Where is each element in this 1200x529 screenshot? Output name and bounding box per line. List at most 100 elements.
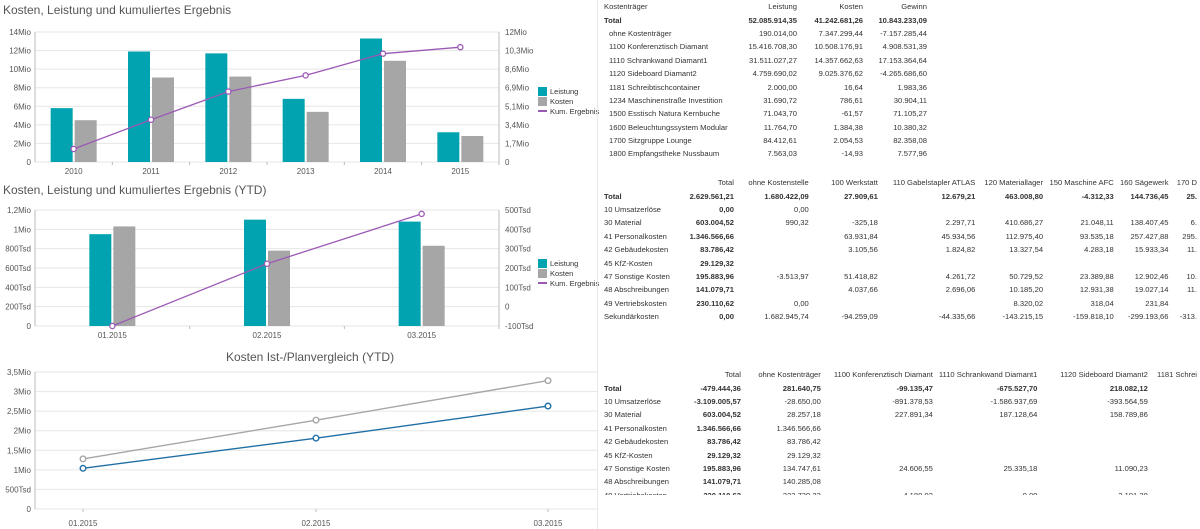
legend-ergebnis[interactable]: Kum. Ergebnis [538,278,599,288]
y-tick-label: 400Tsd [5,283,31,292]
table-cell [824,448,936,461]
legend-kosten[interactable]: Kosten [538,268,599,278]
table-cell: 1.682.945,74 [764,312,809,322]
legend-kosten[interactable]: Kosten [538,96,599,106]
table-row[interactable]: 30 Material 603.004,52 990,32 -325,18 2.297,… [601,216,1200,229]
y2-tick-label: -100Tsd [505,322,533,331]
legend-leistung[interactable]: Leistung [538,258,599,268]
table-cell: 230.110,62 [696,298,734,308]
column-header[interactable] [601,368,673,381]
row-label: 47 Sonstige Kosten [604,271,670,281]
table-cell: 603.004,52 [702,410,741,420]
column-header[interactable]: 1181 Schrei [1157,370,1197,380]
y2-tick-label: 3,4Mio [505,121,530,130]
table-row[interactable]: 1181 Schreibtischcontainer 2.000,00 16,64 1… [601,80,930,93]
y-tick-label: 14Mio [9,28,31,37]
row-label: 1600 Beleuchtungssystem Modular [609,122,728,132]
table-cell [1151,435,1200,448]
table-row[interactable]: 45 KfZ-Kosten 29.129,32 [601,256,1200,269]
y-tick-label: 8Mio [14,84,32,93]
table-row[interactable]: 45 KfZ-Kosten 29.129,32 29.129,32 [601,448,1200,461]
column-header[interactable]: 1110 Schrankwand Diamant1 [938,370,1038,380]
table-row[interactable]: 42 Gebäudekosten 83.786,42 3.105,56 1.824,8… [601,243,1200,256]
table-cell: 138.407,45 [1130,218,1169,228]
table-cell: -299.193,66 [1127,312,1169,322]
column-header[interactable]: Total [724,370,741,380]
row-label: 42 Gebäudekosten [604,437,669,447]
column-header[interactable]: 1120 Sideboard Diamant2 [1060,370,1148,380]
table-row[interactable]: 1120 Sideboard Diamant2 4.759.690,02 9.025… [601,67,930,80]
column-header[interactable] [601,176,673,189]
table-row[interactable]: 10 Umsatzerlöse -3.109.005,57 -28.650,00 -8… [601,395,1200,408]
table-row[interactable]: 10 Umsatzerlöse 0,00 0,00 [601,203,1200,216]
table-cell: 223.739,22 [744,489,824,495]
y-tick-label: 0 [27,322,32,331]
table-row[interactable]: 1700 Sitzgruppe Lounge 84.412,61 2.054,53 8… [601,134,930,147]
table-row[interactable]: 42 Gebäudekosten 83.786,42 83.786,42 [601,435,1200,448]
column-header[interactable]: 170 D [1176,178,1197,188]
table-row[interactable]: 41 Personalkosten 1.346.566,66 63.931,84 45… [601,230,1200,243]
table-cell: 11. [1187,285,1197,295]
total-row[interactable]: Total 52.085.914,35 41.242.681,26 10.843.23… [601,13,930,26]
table-cell: 112.975,40 [1005,231,1044,241]
line-kum-ergebnis [112,213,422,327]
table-row[interactable]: 49 Vertriebskosten230.110,62223.739,224.… [601,489,1200,495]
table-row[interactable]: 1600 Beleuchtungssystem Modular 11.764,70… [601,121,930,134]
table-cell [881,297,978,310]
table-row[interactable]: 48 Abschreibungen 141.079,71 140.285,08 [601,475,1200,488]
table-row[interactable]: 47 Sonstige Kosten 195.883,96 -3.513,97 51.… [601,270,1200,283]
table-row[interactable]: 1500 Esstisch Natura Kernbuche 71.043,70 -… [601,107,930,120]
column-header[interactable]: ohne Kostenträger [758,370,821,380]
column-header[interactable]: Kostenträger [604,2,648,12]
chart1: 0 2Mio 4Mio 6Mio 8Mio 10Mio 12Mio 14Mio 0 1,7Mio 3… [9,28,534,176]
table-row[interactable]: 47 Sonstige Kosten 195.883,96 134.747,61 24… [601,462,1200,475]
y-tick-label: 6Mio [14,102,32,111]
table-row[interactable]: 49 Vertriebskosten 230.110,62 0,00 8.320,02… [601,297,1200,310]
table-row[interactable]: 1100 Konferenztisch Diamant 15.416.708,30… [601,40,930,53]
y2-tick-label: 200Tsd [505,264,531,273]
table-cell: 257.427,88 [1130,231,1169,241]
table-row[interactable]: Sekundärkosten 0,00 1.682.945,74 -94.259,09… [601,310,1200,323]
legend-swatch [538,268,547,278]
column-header[interactable]: 100 Werkstatt [831,178,878,188]
table-cell: 83.786,42 [707,437,741,447]
table-row[interactable]: 41 Personalkosten 1.346.566,66 1.346.566,6… [601,422,1200,435]
table-row[interactable]: 48 Abschreibungen 141.079,71 4.037,66 2.696… [601,283,1200,296]
table-cell: 83.786,42 [700,245,734,255]
table-cell: -28.650,00 [784,396,821,406]
y2-tick-label: 300Tsd [505,245,531,254]
table-row[interactable]: ohne Kostenträger 190.014,00 7.347.299,44 -… [601,27,930,40]
table-row[interactable]: 1110 Schrankwand Diamant1 31.511.027,27 14… [601,54,930,67]
table-cell: 23.389,88 [1079,271,1114,281]
table-cell: 9.025.376,62 [818,69,863,79]
table-cell: -891.378,53 [892,396,933,406]
table-cell: 82.358,08 [893,136,927,146]
column-header[interactable]: 150 Maschine AFC [1049,178,1114,188]
legend-ergebnis[interactable]: Kum. Ergebnis [538,106,599,116]
table-cell: -14,93 [841,149,863,159]
column-header[interactable]: 1100 Konferenztisch Diamant [833,370,933,380]
column-header[interactable]: Total [717,178,734,188]
column-header[interactable]: 160 Sägewerk [1119,178,1169,188]
column-header[interactable]: ohne Kostenstelle [748,178,809,188]
bar-leistung [50,108,73,162]
total-row[interactable]: Total -479.444,36 281.640,75 -99.135,47 -675… [601,381,1200,394]
table-cell [1172,203,1200,216]
table-cell: -44.335,66 [939,312,976,322]
table-row[interactable]: 30 Material 603.004,52 28.257,18 227.891,34… [601,408,1200,421]
table-cell: 15.416.708,30 [748,42,797,52]
table-row[interactable]: 1234 Maschinenstraße Investition 31.690,7… [601,94,930,107]
point-plan [544,377,552,385]
table-cell: 31.690,72 [763,95,797,105]
table-cell: 21.048,11 [1080,218,1114,228]
column-header[interactable]: Leistung [768,2,797,12]
y-tick-label: 2Mio [14,139,32,148]
column-header[interactable]: Gewinn [901,2,927,12]
column-header[interactable]: Kosten [839,2,863,12]
legend-leistung[interactable]: Leistung [538,86,599,96]
column-header[interactable]: 110 Gabelstapler ATLAS [892,178,976,188]
table-row[interactable]: 1800 Empfangstheke Nussbaum 7.563,03 -14,9… [601,147,930,160]
total-row[interactable]: Total 2.629.561,21 1.680.422,09 27.909,61 12… [601,189,1200,202]
column-header[interactable]: 120 Materiallager [984,178,1044,188]
bar-kosten [152,77,174,162]
